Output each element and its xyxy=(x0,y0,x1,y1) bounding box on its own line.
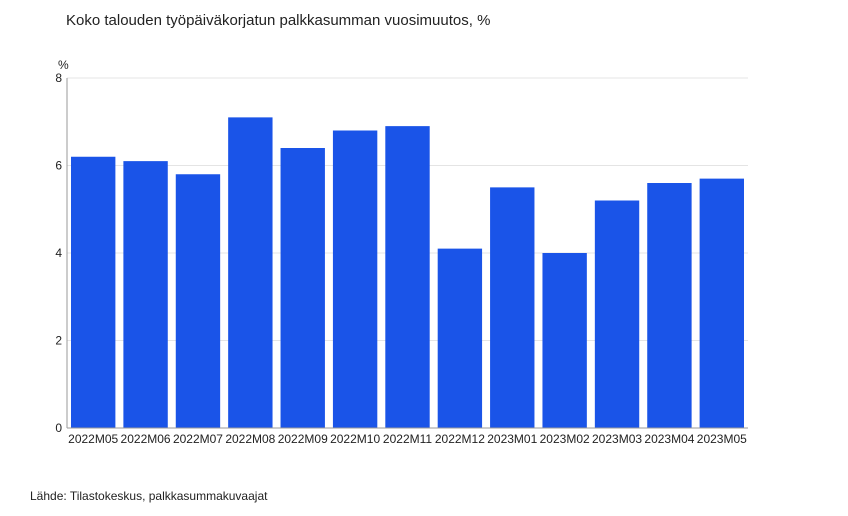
y-tick-label: 0 xyxy=(55,421,62,435)
source-note: Lähde: Tilastokeskus, palkkasummakuvaaja… xyxy=(30,489,268,503)
x-tick-label: 2022M07 xyxy=(173,432,223,446)
bar xyxy=(594,200,640,428)
y-tick-label: 2 xyxy=(55,334,62,348)
bar xyxy=(175,174,221,428)
labels: 0 2 4 6 8% 2022M05 2022M06 2022M07 2022M08 2022M0… xyxy=(55,58,747,446)
bar xyxy=(280,148,325,428)
bar-chart: 0 2 4 6 8% 2022M05 2022M06 2022M07 2022M08 2022M0… xyxy=(55,58,748,446)
bar xyxy=(332,130,378,428)
x-tick-label: 2022M10 xyxy=(330,432,380,446)
bar xyxy=(647,183,692,428)
y-axis-unit-label: % xyxy=(58,58,69,72)
x-tick-label: 2022M05 xyxy=(68,432,118,446)
x-tick-label: 2023M05 xyxy=(697,432,747,446)
x-tick-label: 2023M01 xyxy=(487,432,537,446)
bar xyxy=(71,156,116,428)
bar xyxy=(437,248,483,428)
bar xyxy=(385,126,430,428)
bar xyxy=(490,187,535,428)
y-tick-label: 6 xyxy=(55,159,62,173)
x-tick-label: 2022M08 xyxy=(225,432,275,446)
bar xyxy=(228,117,273,428)
x-tick-label: 2022M09 xyxy=(278,432,328,446)
x-tick-label: 2023M04 xyxy=(644,432,694,446)
x-tick-label: 2022M11 xyxy=(383,432,432,446)
x-tick-label: 2023M02 xyxy=(540,432,590,446)
bar xyxy=(542,253,587,428)
x-tick-label: 2022M12 xyxy=(435,432,485,446)
bar xyxy=(123,161,168,428)
x-tick-label: 2023M03 xyxy=(592,432,642,446)
axes xyxy=(66,78,748,429)
chart-title: Koko talouden työpäiväkorjatun palkkasum… xyxy=(66,12,491,29)
bars xyxy=(71,117,744,428)
y-tick-label: 8 xyxy=(55,71,62,85)
y-tick-label: 4 xyxy=(55,246,62,260)
x-tick-label: 2022M06 xyxy=(121,432,171,446)
bar xyxy=(699,178,744,428)
